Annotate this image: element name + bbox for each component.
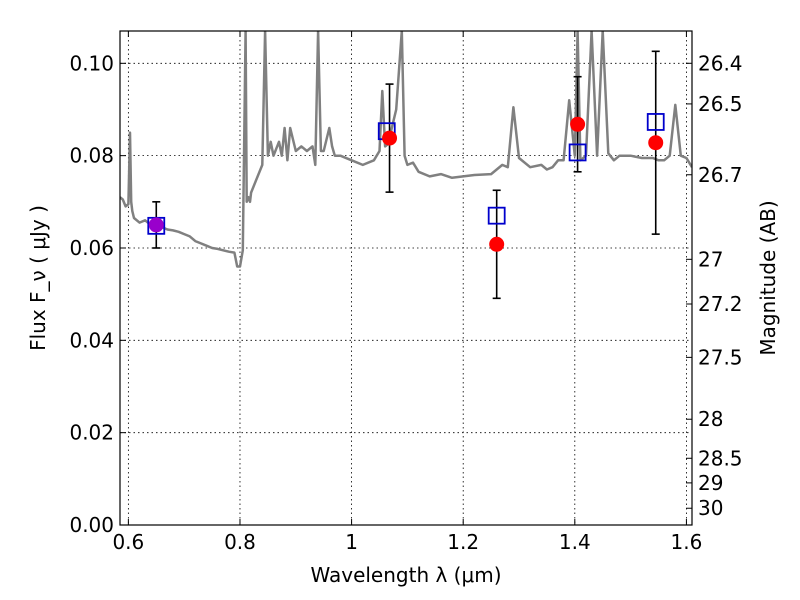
observed-point: [648, 135, 664, 151]
mag-tick-label: 26.5: [698, 92, 743, 116]
mag-tick-label: 29: [698, 471, 723, 495]
mag-tick-label: 26.4: [698, 51, 743, 75]
y-tick-label: 0.06: [69, 236, 114, 260]
model-band-square: [646, 113, 665, 131]
mag-tick-label: 27: [698, 247, 723, 271]
x-tick-label: 0.6: [112, 530, 144, 554]
x-tick-label: 1.4: [559, 530, 591, 554]
observed-point: [570, 116, 586, 132]
x-tick-label: 0.8: [224, 530, 256, 554]
model-band-square: [568, 143, 587, 162]
plot-frame: [119, 30, 693, 526]
axes-labels: Wavelength λ (μm) Flux F_ν ( μJy ) Magnitu…: [26, 200, 780, 587]
y-axis-label: Flux F_ν ( μJy ): [26, 205, 50, 351]
model-band-square: [487, 206, 506, 225]
y-axis-label-right: Magnitude (AB): [756, 200, 780, 355]
y-tick-label: 0.00: [69, 513, 114, 537]
model-spectrum-line: [120, 31, 692, 268]
y-tick-label: 0.02: [69, 421, 114, 445]
mag-tick-label: 28: [698, 407, 723, 431]
mag-tick-label: 26.7: [698, 163, 743, 187]
mag-tick-label: 27.5: [698, 345, 743, 369]
y-tick-label: 0.08: [69, 144, 114, 168]
y-tick-label: 0.04: [69, 328, 114, 352]
x-tick-label: 1: [345, 530, 358, 554]
plot-area: [120, 31, 692, 300]
x-axis-label: Wavelength λ (μm): [310, 563, 501, 587]
y-tick-label: 0.10: [69, 51, 114, 75]
observed-point: [148, 217, 164, 233]
mag-tick-label: 28.5: [698, 446, 743, 470]
mag-tick-label: 30: [698, 496, 723, 520]
mag-tick-label: 27.2: [698, 292, 743, 316]
x-tick-label: 1.2: [447, 530, 479, 554]
observed-point: [382, 130, 398, 146]
axes-ticks: 0.6 0.8 1 1.2 1.4 1.6 0.00 0.02 0.04 0.06 0.08 0.10…: [69, 31, 743, 554]
observed-point: [489, 236, 505, 252]
x-tick-label: 1.6: [671, 530, 703, 554]
